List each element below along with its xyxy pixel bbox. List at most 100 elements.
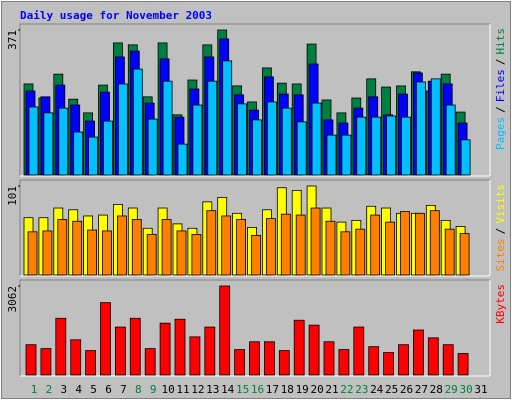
bar [308, 324, 320, 376]
bar [280, 213, 291, 276]
bar [293, 319, 305, 376]
x-tick-label: 27 [415, 383, 428, 396]
bar [159, 322, 171, 376]
legend: KBytes [494, 284, 507, 324]
bar [323, 341, 335, 376]
x-tick-label: 15 [236, 383, 249, 396]
bar [42, 230, 53, 276]
bar [147, 118, 158, 176]
bar [266, 101, 277, 176]
bar [174, 318, 186, 376]
bar [252, 119, 262, 176]
bar [383, 352, 395, 376]
bar [311, 102, 322, 176]
x-tick-label: 28 [430, 383, 443, 396]
bar [103, 120, 113, 176]
bar [177, 143, 188, 176]
bar [353, 326, 365, 376]
bar [356, 116, 367, 176]
legend-separator: / [494, 228, 507, 235]
legend-entry: KBytes [494, 284, 507, 324]
x-tick-label: 19 [296, 383, 309, 396]
x-tick-label: 18 [281, 383, 294, 396]
bar [176, 230, 187, 276]
x-tick-label: 4 [75, 383, 82, 396]
bar [340, 231, 351, 276]
bar [249, 341, 260, 376]
bar [310, 207, 321, 276]
bar [281, 107, 292, 176]
bar [162, 80, 173, 176]
bar [295, 214, 306, 276]
bar [414, 212, 425, 276]
bar [278, 350, 290, 376]
x-tick-label: 20 [310, 383, 323, 396]
bar [102, 230, 112, 276]
bar [70, 339, 82, 376]
x-tick-label: 26 [400, 383, 413, 396]
bar [234, 349, 246, 376]
x-tick-label: 16 [251, 383, 264, 396]
x-tick-label: 1 [31, 383, 38, 396]
bar [117, 215, 127, 276]
x-tick-label: 2 [46, 383, 53, 396]
bar [325, 220, 336, 276]
bar [385, 221, 396, 276]
y-tick-label: 3062 [6, 286, 19, 313]
chart-title: Daily usage for November 2003 [20, 9, 212, 22]
x-tick-label: 12 [191, 383, 204, 396]
x-tick-label: 25 [385, 383, 398, 396]
bar [207, 80, 218, 176]
x-tick-label: 3 [60, 383, 67, 396]
y-tick-label: 101 [6, 186, 19, 206]
bar [85, 350, 96, 376]
x-tick-label: 9 [150, 383, 157, 396]
bar [371, 116, 382, 176]
bar [445, 104, 456, 176]
bar [355, 228, 366, 276]
bar [460, 139, 471, 176]
bar [236, 219, 247, 276]
bar [28, 106, 39, 176]
bar [204, 326, 216, 376]
bar [161, 219, 172, 276]
x-tick-label: 10 [161, 383, 174, 396]
bar [206, 210, 217, 276]
legend-separator: / [494, 106, 507, 113]
bar [189, 336, 201, 376]
bar [398, 344, 409, 376]
bar [326, 134, 337, 176]
bar [415, 81, 426, 176]
bar [27, 231, 38, 276]
bar [386, 115, 397, 176]
x-tick-label: 17 [266, 383, 279, 396]
x-tick-label: 5 [90, 383, 97, 396]
bar [87, 229, 97, 276]
bar [144, 348, 156, 376]
bar [341, 134, 352, 176]
bar [429, 210, 440, 276]
x-tick-label: 23 [355, 383, 368, 396]
bar [100, 302, 111, 376]
bar [237, 103, 248, 176]
bar [219, 285, 231, 376]
bar [442, 344, 454, 376]
bar [88, 136, 98, 176]
bar [427, 337, 439, 376]
bar [131, 219, 142, 276]
bar [459, 233, 470, 276]
bar [457, 353, 469, 376]
bar [430, 78, 441, 176]
bar [222, 60, 233, 176]
legend-entry: Visits [494, 184, 507, 224]
bar [72, 220, 83, 276]
legend-entry: Pages [494, 117, 507, 150]
bar [115, 326, 126, 376]
legend-entry: Hits [494, 28, 507, 55]
x-tick-label: 8 [135, 383, 142, 396]
bar [132, 68, 143, 176]
legend-separator: / [494, 59, 507, 66]
bar [370, 214, 381, 276]
